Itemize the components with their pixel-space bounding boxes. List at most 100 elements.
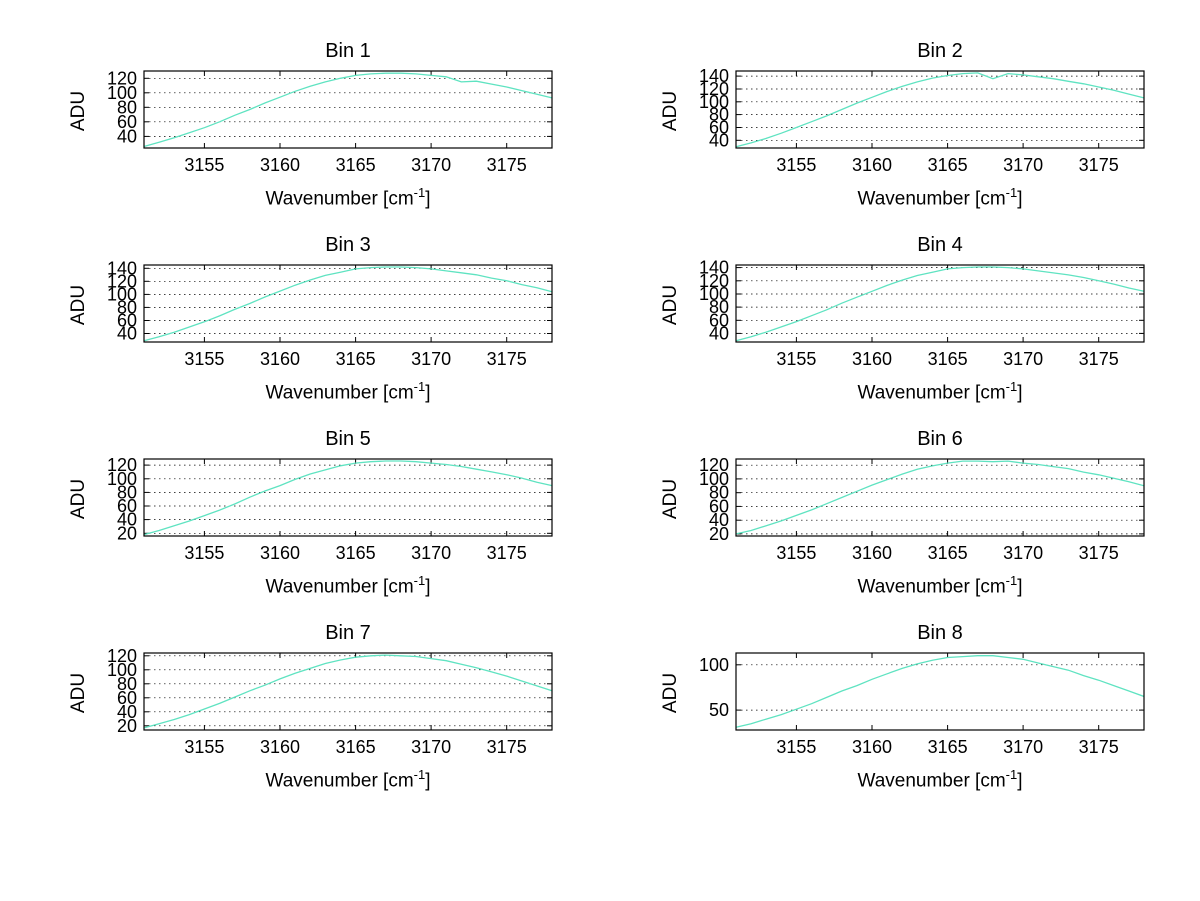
svg-text:3165: 3165	[928, 737, 968, 757]
svg-text:3170: 3170	[1003, 349, 1043, 369]
svg-text:80: 80	[117, 674, 137, 694]
subplot-bin-4: Bin 4 ADU 40 60 80 100 120 140 3155 3160 3165 317…	[658, 230, 1158, 408]
y-axis-label: ADU	[68, 672, 89, 714]
svg-text:120: 120	[699, 79, 729, 99]
subplot-bin-5: Bin 5 ADU 20 40 60 80 100 120 3155 3160 3165 3170…	[66, 424, 566, 602]
x-axis-label: Wavenumber [cm-1]	[265, 573, 431, 598]
svg-text:20: 20	[117, 716, 137, 736]
svg-text:3175: 3175	[487, 349, 527, 369]
svg-text:120: 120	[699, 271, 729, 291]
svg-text:120: 120	[699, 455, 729, 475]
svg-text:3165: 3165	[336, 155, 376, 175]
svg-text:60: 60	[709, 118, 729, 138]
svg-text:80: 80	[117, 97, 137, 117]
y-axis-label: ADU	[68, 284, 89, 326]
svg-text:3170: 3170	[411, 349, 451, 369]
svg-text:3170: 3170	[411, 543, 451, 563]
svg-text:120: 120	[107, 68, 137, 88]
svg-text:3160: 3160	[260, 737, 300, 757]
svg-text:3175: 3175	[1079, 155, 1119, 175]
svg-text:3175: 3175	[1079, 543, 1119, 563]
plot-title: Bin 7	[325, 622, 371, 644]
plot-title: Bin 1	[325, 40, 371, 62]
x-axis-label: Wavenumber [cm-1]	[265, 767, 431, 792]
svg-text:40: 40	[709, 510, 729, 530]
svg-text:3170: 3170	[411, 155, 451, 175]
svg-text:80: 80	[709, 105, 729, 125]
svg-text:3155: 3155	[776, 543, 816, 563]
svg-text:3155: 3155	[184, 349, 224, 369]
svg-text:3155: 3155	[184, 155, 224, 175]
svg-text:100: 100	[107, 83, 137, 103]
svg-text:50: 50	[709, 700, 729, 720]
x-axis-label: Wavenumber [cm-1]	[857, 379, 1023, 404]
svg-text:60: 60	[117, 496, 137, 516]
svg-text:60: 60	[117, 112, 137, 132]
svg-text:80: 80	[709, 297, 729, 317]
subplot-bin-1: Bin 1 ADU 40 60 80 100 120 3155 3160 3165 3170 31…	[66, 36, 566, 214]
svg-text:3165: 3165	[336, 349, 376, 369]
svg-text:100: 100	[107, 284, 137, 304]
svg-text:40: 40	[117, 324, 137, 344]
svg-text:3175: 3175	[1079, 349, 1119, 369]
x-axis-label: Wavenumber [cm-1]	[265, 379, 431, 404]
y-axis-label: ADU	[68, 478, 89, 520]
y-axis-label: ADU	[660, 478, 681, 520]
svg-text:3175: 3175	[487, 155, 527, 175]
y-axis-label: ADU	[660, 90, 681, 132]
svg-text:3155: 3155	[184, 543, 224, 563]
svg-text:20: 20	[709, 524, 729, 544]
svg-text:40: 40	[709, 323, 729, 343]
svg-text:100: 100	[699, 284, 729, 304]
x-axis-label: Wavenumber [cm-1]	[265, 185, 431, 210]
svg-text:3160: 3160	[852, 349, 892, 369]
y-axis-label: ADU	[660, 284, 681, 326]
svg-text:3165: 3165	[336, 543, 376, 563]
svg-text:3160: 3160	[852, 155, 892, 175]
x-axis-label: Wavenumber [cm-1]	[857, 767, 1023, 792]
svg-text:60: 60	[117, 688, 137, 708]
subplot-bin-8: Bin 8 ADU 50 100 3155 3160 3165 3170 3175 Wave…	[658, 618, 1158, 796]
svg-text:100: 100	[699, 469, 729, 489]
svg-text:100: 100	[699, 92, 729, 112]
subplot-bin-3: Bin 3 ADU 40 60 80 100 120 140 3155 3160 3165 317…	[66, 230, 566, 408]
svg-text:3175: 3175	[487, 543, 527, 563]
svg-text:3160: 3160	[260, 349, 300, 369]
svg-text:140: 140	[107, 260, 137, 278]
svg-text:40: 40	[709, 130, 729, 150]
plot-title: Bin 5	[325, 428, 371, 450]
plot-title: Bin 6	[917, 428, 963, 450]
svg-text:3175: 3175	[487, 737, 527, 757]
svg-text:3165: 3165	[336, 737, 376, 757]
svg-text:140: 140	[699, 66, 729, 86]
svg-text:3160: 3160	[852, 543, 892, 563]
svg-text:3170: 3170	[1003, 155, 1043, 175]
svg-text:3165: 3165	[928, 349, 968, 369]
plot-area: 50 100 3155 3160 3165 3170 3175	[699, 652, 1145, 757]
y-axis-label: ADU	[660, 672, 681, 714]
svg-text:3165: 3165	[928, 155, 968, 175]
svg-text:60: 60	[709, 496, 729, 516]
svg-text:100: 100	[107, 469, 137, 489]
svg-text:3155: 3155	[184, 737, 224, 757]
x-axis-label: Wavenumber [cm-1]	[857, 573, 1023, 598]
svg-text:3170: 3170	[1003, 737, 1043, 757]
svg-text:100: 100	[107, 660, 137, 680]
svg-text:3155: 3155	[776, 737, 816, 757]
y-axis-label: ADU	[68, 90, 89, 132]
svg-text:3155: 3155	[776, 349, 816, 369]
svg-text:120: 120	[107, 271, 137, 291]
plot-title: Bin 4	[917, 234, 963, 256]
svg-text:3160: 3160	[852, 737, 892, 757]
svg-text:80: 80	[709, 483, 729, 503]
svg-text:80: 80	[117, 482, 137, 502]
subplot-bin-2: Bin 2 ADU 40 60 80 100 120 140 3155 3160 3165 317…	[658, 36, 1158, 214]
svg-text:120: 120	[107, 455, 137, 475]
svg-text:20: 20	[117, 523, 137, 543]
